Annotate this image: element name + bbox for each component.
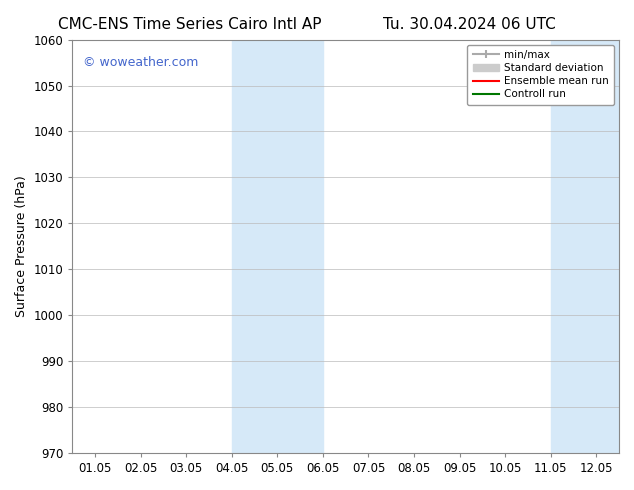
Text: Tu. 30.04.2024 06 UTC: Tu. 30.04.2024 06 UTC bbox=[383, 17, 555, 32]
Bar bbox=[232, 40, 323, 453]
Bar bbox=[551, 40, 619, 453]
Text: CMC-ENS Time Series Cairo Intl AP: CMC-ENS Time Series Cairo Intl AP bbox=[58, 17, 322, 32]
Y-axis label: Surface Pressure (hPa): Surface Pressure (hPa) bbox=[15, 175, 28, 317]
Legend: min/max, Standard deviation, Ensemble mean run, Controll run: min/max, Standard deviation, Ensemble me… bbox=[467, 45, 614, 104]
Text: © woweather.com: © woweather.com bbox=[83, 56, 198, 69]
